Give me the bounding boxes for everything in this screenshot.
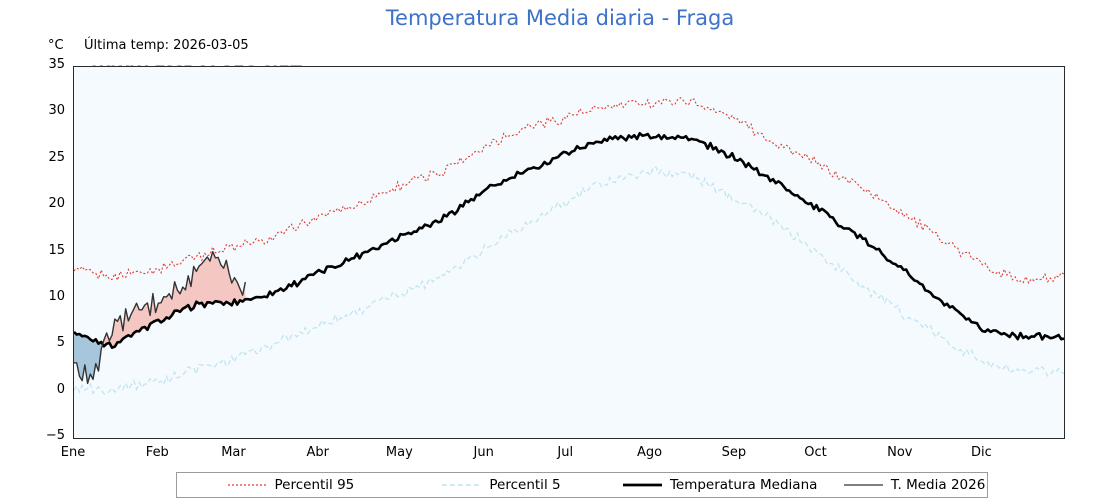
y-axis-unit-label: °C: [48, 38, 64, 53]
page-title: Temperatura Media diaria - Fraga: [385, 6, 735, 30]
legend-p5-swatch: [442, 484, 482, 486]
x-axis-tick: Mar: [221, 445, 246, 460]
x-axis-tick: Dic: [971, 445, 992, 460]
y-axis-tick: 35: [48, 57, 65, 72]
chart-legend: Percentil 95 Percentil 5 Temperatura Media…: [176, 472, 988, 498]
x-axis-tick: Jul: [557, 445, 574, 460]
legend-tmedia-swatch: [843, 484, 883, 486]
legend-tmedia[interactable]: T. Media 2026: [841, 473, 987, 497]
y-axis-tick: 30: [48, 103, 65, 119]
y-axis-tick: 5: [56, 335, 65, 351]
chart-canvas: [74, 97, 1064, 395]
series-percentil-5: [74, 166, 1064, 395]
x-axis-tick: Ene: [60, 445, 86, 460]
series-temperatura-mediana: [74, 131, 1064, 349]
x-axis-tick: Sep: [721, 445, 747, 460]
y-axis-tick: −5: [45, 428, 65, 443]
plot-area: [73, 66, 1065, 439]
legend-p95[interactable]: Percentil 95: [177, 473, 404, 497]
y-axis-tick: 15: [48, 242, 65, 258]
y-axis-tick: 0: [56, 381, 65, 397]
anomaly-fill-warm: [103, 251, 246, 348]
y-axis-tick: 25: [48, 149, 65, 165]
legend-median-label: Temperatura Mediana: [669, 477, 818, 493]
legend-median-swatch: [622, 483, 662, 487]
legend-tmedia-label: T. Media 2026: [890, 477, 986, 493]
x-axis-tick: Ago: [637, 445, 663, 460]
series-t-media-2026: [74, 251, 247, 385]
legend-p95-label: Percentil 95: [274, 477, 355, 493]
x-axis-tick: Feb: [145, 445, 169, 460]
last-temp-label: Última temp: 2026-03-05: [84, 38, 249, 53]
legend-median[interactable]: Temperatura Mediana: [598, 473, 841, 497]
x-axis-tick: Abr: [306, 445, 330, 460]
x-axis-tick: Oct: [804, 445, 827, 460]
series-percentil-95: [74, 97, 1064, 285]
y-axis-tick: 20: [48, 196, 65, 212]
legend-p5-label: Percentil 5: [489, 477, 561, 493]
x-axis-tick: Jun: [473, 445, 494, 460]
legend-p95-swatch: [227, 484, 267, 486]
x-axis-tick: Nov: [887, 445, 913, 460]
legend-p5[interactable]: Percentil 5: [404, 473, 598, 497]
x-axis-tick: May: [385, 445, 413, 460]
y-axis-tick: 10: [48, 288, 65, 304]
